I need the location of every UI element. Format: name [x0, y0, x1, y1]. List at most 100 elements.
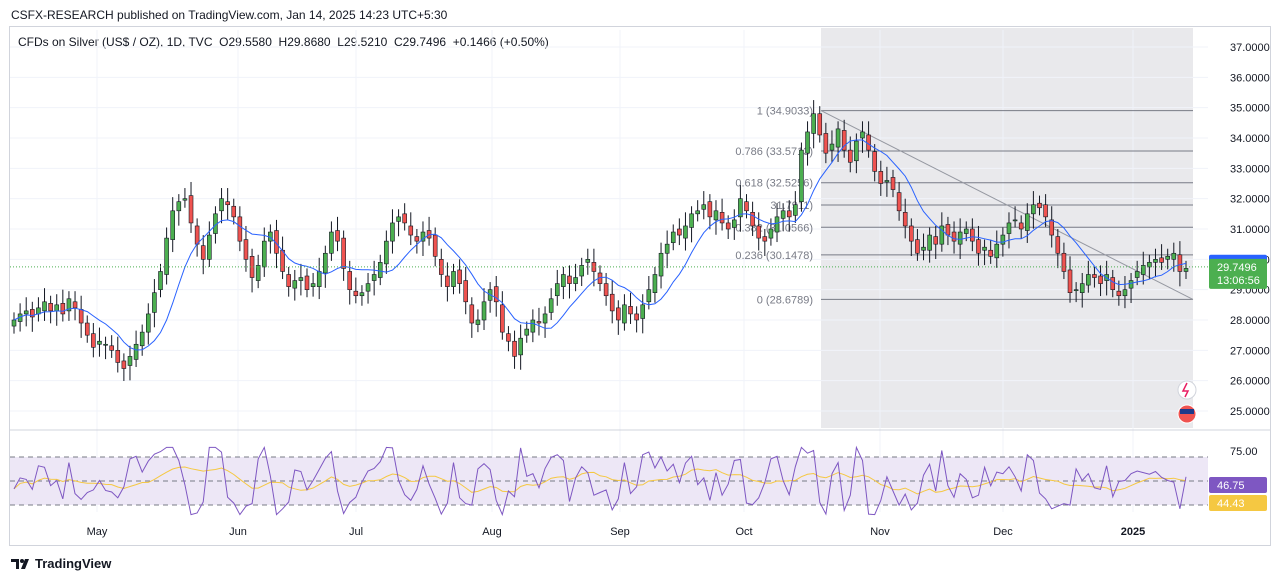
candle-body: [854, 140, 859, 162]
candle-body: [1043, 204, 1048, 218]
candle-body: [219, 198, 224, 212]
candle-body: [323, 252, 328, 274]
candle-body: [414, 236, 420, 242]
candle-body: [1177, 254, 1183, 272]
candle-body: [1079, 283, 1085, 294]
rsi-ma-badge: [1209, 495, 1267, 511]
candle-body: [158, 271, 163, 290]
candle-body: [469, 304, 475, 324]
price-tick-label: 28.0000: [1230, 315, 1270, 327]
candle-body: [780, 210, 786, 219]
candle-body: [530, 319, 536, 333]
candle-body: [103, 343, 108, 346]
candle-body: [396, 216, 401, 222]
candle-body: [359, 292, 365, 297]
candle-body: [365, 283, 371, 292]
candle-body: [579, 265, 584, 277]
candle-body: [646, 289, 652, 303]
candle-body: [982, 246, 987, 251]
candle-body: [921, 246, 926, 251]
candle-body: [793, 204, 798, 216]
candle-body: [121, 360, 127, 369]
candle-body: [329, 231, 334, 254]
candle-body: [719, 212, 725, 224]
candle-body: [548, 298, 554, 313]
candle-body: [866, 134, 871, 151]
candle-body: [860, 131, 865, 139]
price-tick-label: 32.0000: [1230, 194, 1270, 206]
candle-body: [713, 210, 719, 221]
candle-body: [1092, 274, 1097, 278]
candle-body: [554, 283, 560, 297]
candle-body: [432, 234, 438, 257]
candle-body: [451, 271, 456, 287]
candle-body: [164, 237, 169, 275]
candle-body: [402, 213, 407, 224]
candle-body: [463, 280, 468, 303]
candle-body: [475, 319, 481, 325]
candle-body: [11, 319, 17, 327]
candle-body: [835, 128, 841, 148]
candle-body: [500, 304, 505, 333]
symbol-legend: CFDs on Silver (US$ / OZ), 1D, TVC O29.5…: [18, 35, 549, 49]
candle-body: [640, 304, 646, 319]
time-tick-label: Jul: [349, 526, 363, 538]
candle-body: [683, 225, 688, 239]
candle-body: [341, 237, 346, 269]
candle-body: [768, 228, 774, 239]
candle-body: [799, 149, 804, 202]
candle-body: [304, 275, 310, 290]
candle-body: [72, 301, 78, 309]
candle-body: [231, 205, 237, 218]
rsi-value-badge: [1209, 477, 1267, 493]
candle-body: [298, 277, 304, 281]
candle-body: [1018, 222, 1024, 230]
candle-body: [1031, 204, 1036, 215]
candle-body: [811, 113, 816, 134]
candle-body: [42, 301, 47, 312]
event-icon: [1177, 380, 1197, 400]
candle-body: [133, 343, 139, 360]
candle-body: [481, 301, 487, 321]
time-tick-label: Dec: [993, 526, 1013, 538]
last-price-badge: [1209, 258, 1267, 289]
price-tick-label: 25.0000: [1230, 406, 1270, 418]
candle-body: [988, 249, 993, 257]
candle-body: [1055, 236, 1061, 254]
fib-level-label: 0.786 (33.5713): [735, 146, 813, 158]
candle-body: [567, 275, 572, 284]
candle-body: [817, 113, 823, 136]
footer-brand[interactable]: TradingView: [35, 556, 112, 571]
candle-body: [622, 304, 627, 324]
candle-body: [1171, 252, 1177, 260]
candle-body: [420, 231, 426, 242]
candle-body: [902, 212, 908, 227]
fib-level-label: 1 (34.9033): [757, 106, 813, 118]
price-tick-label: 33.0000: [1230, 163, 1270, 175]
candle-body: [506, 333, 511, 342]
legend-symbol[interactable]: CFDs on Silver (US$ / OZ), 1D, TVC: [18, 35, 213, 49]
candle-body: [371, 274, 377, 281]
candle-body: [1067, 269, 1073, 294]
rsi-ma-label: 44.43: [1217, 498, 1245, 510]
price-tick-label: 35.0000: [1230, 103, 1270, 115]
rsi-tick-label: 75.00: [1230, 446, 1258, 458]
candle-body: [677, 228, 682, 236]
candle-body: [225, 201, 230, 206]
price-tick-label: 31.0000: [1230, 224, 1270, 236]
legend-low: L29.5210: [337, 35, 388, 49]
candle-body: [896, 192, 902, 212]
candle-body: [78, 309, 84, 324]
candle-body: [945, 224, 951, 236]
candle-body: [939, 225, 945, 245]
candle-body: [890, 177, 896, 190]
fib-trend-line: [820, 110, 1194, 300]
candle-body: [927, 234, 932, 251]
candle-body: [805, 131, 810, 154]
candle-body: [878, 171, 884, 184]
candle-body: [512, 340, 517, 357]
candle-body: [292, 280, 298, 289]
candle-body: [915, 239, 920, 254]
candle-body: [634, 313, 639, 321]
